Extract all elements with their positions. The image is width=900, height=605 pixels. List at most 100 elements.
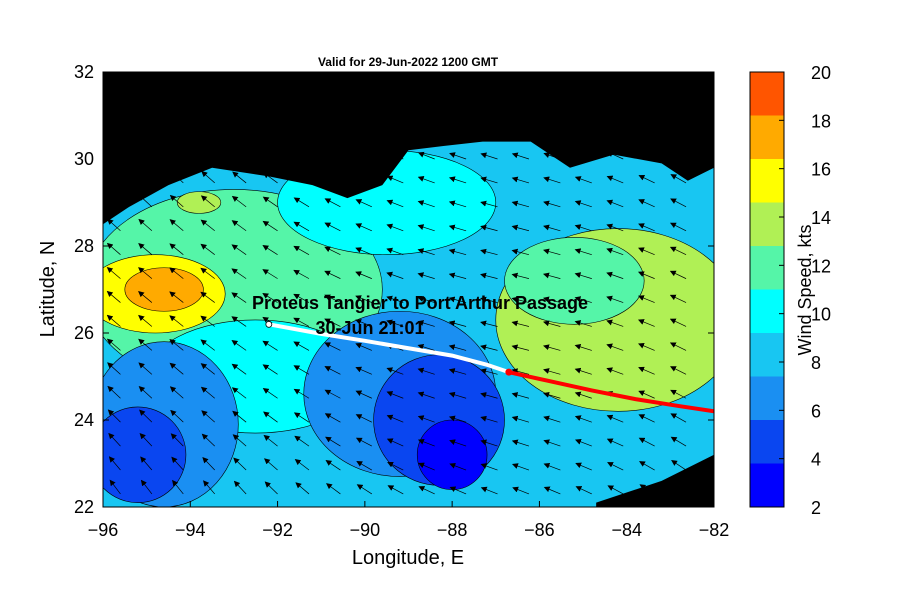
chart-title: Valid for 29-Jun-2022 1200 GMT xyxy=(318,55,499,69)
wind-arrow xyxy=(355,295,372,303)
wind-arrow xyxy=(448,176,467,184)
wind-arrow xyxy=(200,315,215,327)
wind-arrow xyxy=(669,342,687,351)
wind-arrow xyxy=(231,268,247,279)
wind-arrow xyxy=(638,343,655,351)
wind-arrow xyxy=(324,198,341,208)
wind-arrow xyxy=(231,292,247,303)
colorbar-frame xyxy=(749,71,785,508)
wind-arrow xyxy=(201,170,215,184)
wind-arrow xyxy=(606,199,624,208)
wind-arrow xyxy=(293,365,310,375)
wind-arrow xyxy=(170,146,184,160)
wind-arrow xyxy=(670,436,687,447)
wind-arrow xyxy=(138,194,153,208)
wind-arrow xyxy=(325,483,341,495)
colorbar-segment xyxy=(750,333,784,377)
wind-arrow xyxy=(386,414,404,423)
colorbar-tick-label: 12 xyxy=(811,256,831,276)
wind-arrow xyxy=(233,98,247,112)
wind-arrow xyxy=(574,343,592,351)
wind-arrow xyxy=(355,223,372,232)
wind-arrow xyxy=(417,200,435,208)
wind-arrow xyxy=(417,320,435,327)
wind-arrow xyxy=(262,220,278,232)
wind-arrow xyxy=(262,293,278,303)
wind-arrow xyxy=(386,319,404,327)
wind-arrow xyxy=(606,414,624,423)
x-tick-label: −92 xyxy=(262,520,293,540)
wind-arrow xyxy=(171,121,184,136)
wind-arrow xyxy=(607,485,624,495)
wind-arrow xyxy=(449,462,467,471)
wind-arrow xyxy=(512,103,530,112)
wind-arrow xyxy=(480,320,498,327)
colorbar-tick-label: 18 xyxy=(811,111,831,131)
wind-arrow xyxy=(543,200,561,208)
wind-arrow xyxy=(138,362,153,375)
wind-arrow xyxy=(575,103,592,112)
wind-arrow xyxy=(418,462,435,471)
wind-arrow xyxy=(139,409,153,423)
x-tick-label: −86 xyxy=(524,520,555,540)
wind-arrow xyxy=(106,314,121,327)
wind-arrow xyxy=(263,434,278,447)
wind-arrow xyxy=(386,391,404,399)
wind-arrow xyxy=(169,386,184,399)
colorbar-segment xyxy=(750,72,784,116)
wind-arrow xyxy=(543,344,561,351)
colorbar-tick-label: 14 xyxy=(811,208,831,228)
wind-arrow xyxy=(200,291,215,303)
florida-peninsula xyxy=(714,168,731,338)
wind-arrow xyxy=(108,456,121,471)
wind-arrow xyxy=(448,344,467,351)
wind-arrow xyxy=(139,145,153,160)
wind-arrow xyxy=(480,392,498,399)
wind-arrow xyxy=(138,218,153,232)
wind-arrow xyxy=(169,339,184,351)
x-tick-label: −88 xyxy=(437,520,468,540)
wind-arrow xyxy=(355,390,372,399)
wind-arrow xyxy=(386,175,404,184)
wind-arrow xyxy=(638,390,655,399)
wind-arrow xyxy=(448,200,467,208)
wind-arrow xyxy=(140,456,153,471)
wind-arrow xyxy=(574,248,592,256)
wind-vectors xyxy=(106,96,687,495)
wind-arrow xyxy=(448,296,467,303)
wind-arrow xyxy=(671,100,687,112)
wind-arrow xyxy=(512,486,530,495)
wind-arrow xyxy=(294,148,310,160)
wind-arrow xyxy=(169,362,184,375)
wind-arrow xyxy=(264,458,278,471)
wind-arrow xyxy=(386,199,404,208)
wind-arrow xyxy=(355,150,373,160)
wind-arrow xyxy=(107,385,121,399)
wind-arrow xyxy=(324,270,341,279)
x-tick-label: −84 xyxy=(611,520,642,540)
wind-arrow xyxy=(200,267,215,279)
wind-arrow xyxy=(324,318,341,327)
colorbar-segment xyxy=(750,159,784,203)
wind-arrow xyxy=(671,483,687,495)
wind-arrow xyxy=(511,152,530,160)
wind-arrow xyxy=(170,170,184,184)
wind-arrow xyxy=(138,386,153,399)
wind-arrow xyxy=(386,438,404,447)
wind-arrow xyxy=(295,99,310,112)
wind-arrow xyxy=(574,320,592,327)
wind-arrow xyxy=(200,243,215,255)
wind-arrow xyxy=(139,432,153,447)
wind-arrow xyxy=(109,96,121,112)
wind-arrow xyxy=(606,247,624,256)
colorbar-segment xyxy=(750,463,784,507)
speed-region-11 xyxy=(124,267,204,312)
wind-arrow xyxy=(324,413,341,423)
wind-arrow xyxy=(638,199,655,208)
wind-arrow xyxy=(355,342,372,351)
wind-arrow xyxy=(233,457,247,471)
wind-arrow xyxy=(355,414,372,423)
wind-arrow xyxy=(511,176,530,184)
track-start-marker xyxy=(265,320,273,328)
wind-arrow xyxy=(511,439,530,447)
